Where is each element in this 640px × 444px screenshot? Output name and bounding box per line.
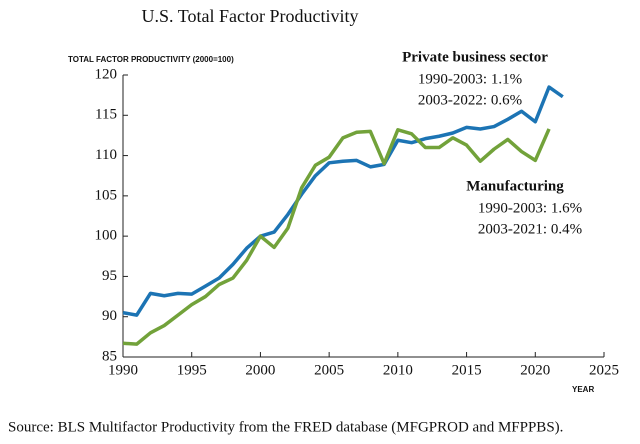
y-axis-label: TOTAL FACTOR PRODUCTIVITY (2000=100): [68, 55, 234, 64]
y-tick-label: 100: [95, 228, 118, 244]
x-axis-label: YEAR: [572, 385, 594, 394]
y-tick-label: 95: [102, 268, 117, 284]
source-note: Source: BLS Multifactor Productivity fro…: [8, 419, 563, 435]
annotation: Private business sector: [402, 49, 548, 65]
x-tick-label: 1995: [177, 362, 207, 378]
x-tick-label: 1990: [108, 362, 138, 378]
annotation: 1990-2003: 1.1%: [418, 71, 522, 87]
x-tick-label: 2015: [452, 362, 482, 378]
annotation: 1990-2003: 1.6%: [478, 200, 582, 216]
x-tick-label: 2025: [589, 362, 619, 378]
x-tick-label: 2010: [383, 362, 413, 378]
y-tick-label: 90: [102, 308, 117, 324]
series-line: [122, 128, 551, 346]
y-tick-label: 105: [95, 187, 118, 203]
chart-title: U.S. Total Factor Productivity: [142, 6, 359, 26]
annotation: 2003-2021: 0.4%: [478, 221, 582, 237]
annotation: 2003-2022: 0.6%: [418, 92, 522, 108]
x-tick-label: 2000: [245, 362, 275, 378]
y-tick-label: 85: [102, 348, 117, 364]
x-tick-label: 2005: [314, 362, 344, 378]
y-tick-label: 120: [95, 66, 118, 82]
series-line: [122, 85, 564, 317]
x-tick-label: 2020: [520, 362, 550, 378]
y-tick-label: 110: [95, 147, 117, 163]
y-tick-label: 115: [95, 107, 117, 123]
annotation: Manufacturing: [466, 178, 564, 194]
